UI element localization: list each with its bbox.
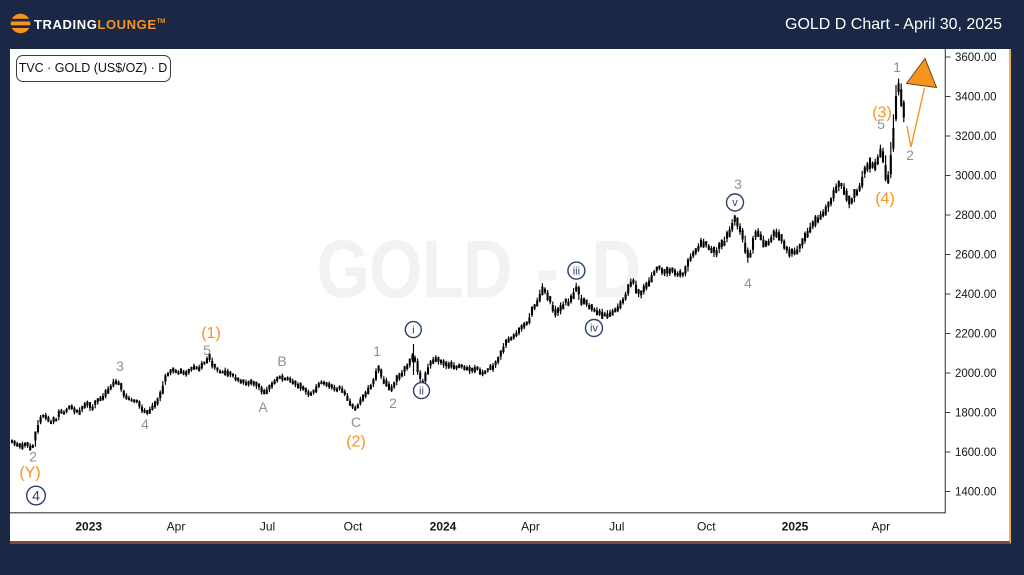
svg-text:4: 4 xyxy=(744,275,752,291)
svg-text:-: - xyxy=(536,224,558,315)
svg-text:1600.00: 1600.00 xyxy=(955,447,997,459)
svg-text:2: 2 xyxy=(906,147,914,163)
svg-text:(Y): (Y) xyxy=(19,465,40,482)
svg-text:2024: 2024 xyxy=(430,520,457,534)
svg-text:3600.00: 3600.00 xyxy=(955,52,997,64)
svg-text:Oct: Oct xyxy=(697,520,716,534)
svg-text:Jul: Jul xyxy=(609,520,624,534)
svg-text:Apr: Apr xyxy=(521,520,540,534)
svg-text:2025: 2025 xyxy=(782,520,809,534)
svg-text:Apr: Apr xyxy=(871,520,890,534)
svg-text:1: 1 xyxy=(893,59,901,75)
svg-text:3: 3 xyxy=(116,358,124,374)
svg-text:GOLD: GOLD xyxy=(317,224,512,315)
svg-text:2: 2 xyxy=(29,449,37,465)
svg-text:3200.00: 3200.00 xyxy=(955,131,997,143)
svg-text:3: 3 xyxy=(734,176,742,192)
svg-text:Oct: Oct xyxy=(344,520,363,534)
svg-text:2200.00: 2200.00 xyxy=(955,329,997,341)
svg-text:2400.00: 2400.00 xyxy=(955,289,997,301)
svg-text:5: 5 xyxy=(877,116,885,132)
svg-text:C: C xyxy=(351,414,361,430)
svg-text:1400.00: 1400.00 xyxy=(955,487,997,499)
svg-text:D: D xyxy=(592,224,641,315)
svg-text:(1): (1) xyxy=(201,325,221,342)
svg-text:A: A xyxy=(258,399,268,415)
svg-text:2800.00: 2800.00 xyxy=(955,210,997,222)
svg-text:2600.00: 2600.00 xyxy=(955,250,997,262)
svg-text:v: v xyxy=(732,197,738,209)
svg-text:3000.00: 3000.00 xyxy=(955,171,997,183)
svg-text:ii: ii xyxy=(419,385,424,397)
svg-text:Apr: Apr xyxy=(167,520,186,534)
svg-text:4: 4 xyxy=(141,416,149,432)
svg-text:2: 2 xyxy=(389,395,397,411)
svg-text:2000.00: 2000.00 xyxy=(955,368,997,380)
svg-text:5: 5 xyxy=(203,342,211,358)
svg-text:i: i xyxy=(412,324,414,336)
svg-text:4: 4 xyxy=(32,487,40,503)
svg-text:iv: iv xyxy=(590,323,598,335)
svg-text:1800.00: 1800.00 xyxy=(955,408,997,420)
svg-text:(2): (2) xyxy=(346,434,366,451)
svg-text:(4): (4) xyxy=(875,191,895,208)
svg-text:B: B xyxy=(277,353,286,369)
svg-text:(3): (3) xyxy=(872,105,892,122)
svg-text:Jul: Jul xyxy=(260,520,275,534)
svg-text:3400.00: 3400.00 xyxy=(955,92,997,104)
svg-text:2023: 2023 xyxy=(75,520,102,534)
svg-text:1: 1 xyxy=(373,343,381,359)
svg-text:iii: iii xyxy=(573,265,580,277)
